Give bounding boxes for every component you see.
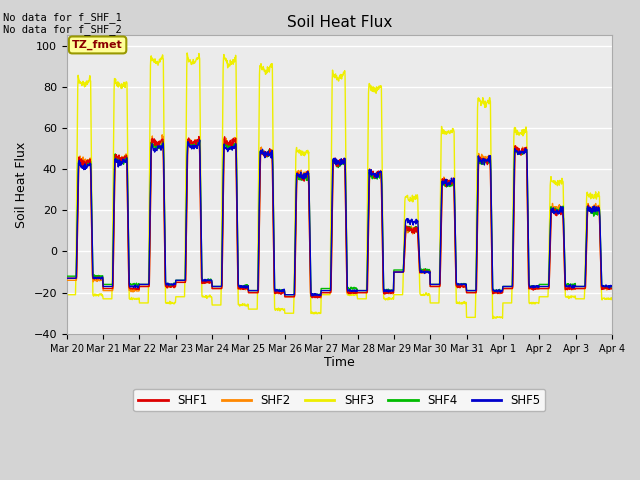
- SHF2: [172, 283, 179, 289]
- Line: SHF3: SHF3: [67, 53, 612, 319]
- SHF4: [424, 267, 432, 273]
- Title: Soil Heat Flux: Soil Heat Flux: [287, 15, 392, 30]
- SHF4: [307, 293, 315, 299]
- Legend: SHF1, SHF2, SHF3, SHF4, SHF5: SHF1, SHF2, SHF3, SHF4, SHF5: [133, 389, 545, 411]
- SHF5: [424, 270, 432, 276]
- SHF1: [63, 276, 70, 281]
- SHF5: [495, 287, 503, 293]
- SHF1: [314, 295, 321, 301]
- SHF4: [171, 280, 179, 286]
- Text: No data for f_SHF_1
No data for f_SHF_2: No data for f_SHF_1 No data for f_SHF_2: [3, 12, 122, 36]
- SHF3: [544, 294, 552, 300]
- SHF3: [495, 314, 503, 320]
- SHF5: [184, 139, 192, 144]
- SHF4: [495, 287, 503, 292]
- Line: SHF1: SHF1: [67, 136, 612, 298]
- SHF4: [184, 139, 192, 145]
- SHF1: [544, 286, 552, 291]
- SHF2: [495, 290, 503, 296]
- SHF5: [171, 281, 179, 287]
- Text: TZ_fmet: TZ_fmet: [72, 40, 123, 50]
- SHF3: [489, 316, 497, 322]
- SHF1: [424, 269, 432, 275]
- SHF5: [608, 283, 616, 288]
- Line: SHF4: SHF4: [67, 139, 612, 296]
- SHF1: [495, 289, 503, 295]
- SHF1: [171, 283, 179, 289]
- SHF4: [63, 273, 70, 279]
- SHF3: [63, 292, 70, 298]
- SHF2: [184, 138, 192, 144]
- SHF3: [424, 291, 432, 297]
- SHF2: [424, 269, 432, 275]
- SHF5: [196, 137, 204, 143]
- Line: SHF2: SHF2: [67, 135, 612, 298]
- SHF2: [317, 295, 324, 301]
- SHF4: [245, 288, 253, 293]
- SHF3: [608, 295, 616, 301]
- SHF3: [184, 55, 192, 61]
- SHF5: [63, 276, 70, 281]
- SHF1: [195, 133, 203, 139]
- SHF1: [184, 136, 192, 142]
- SHF5: [544, 284, 552, 289]
- Y-axis label: Soil Heat Flux: Soil Heat Flux: [15, 142, 28, 228]
- SHF2: [608, 285, 616, 291]
- SHF5: [245, 288, 253, 293]
- SHF5: [309, 293, 317, 299]
- SHF2: [245, 290, 253, 296]
- Line: SHF5: SHF5: [67, 140, 612, 296]
- SHF3: [245, 306, 253, 312]
- SHF2: [158, 132, 166, 138]
- SHF2: [544, 286, 552, 291]
- SHF3: [183, 50, 191, 56]
- SHF4: [544, 282, 552, 288]
- SHF4: [195, 136, 203, 142]
- SHF3: [171, 300, 179, 306]
- X-axis label: Time: Time: [324, 356, 355, 369]
- SHF2: [63, 277, 70, 283]
- SHF1: [245, 290, 253, 296]
- SHF1: [608, 286, 616, 291]
- SHF4: [608, 284, 616, 289]
